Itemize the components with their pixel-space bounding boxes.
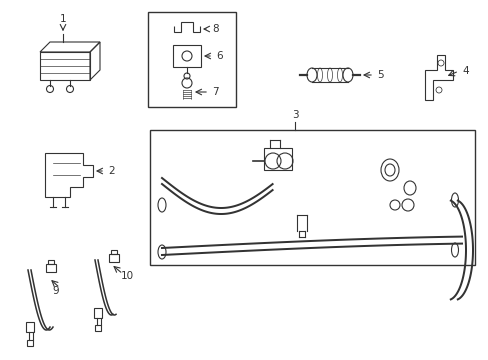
Text: 8: 8 (212, 24, 218, 34)
Text: 1: 1 (60, 14, 66, 24)
Bar (48, 260, 54, 264)
Text: 7: 7 (212, 87, 218, 97)
Bar (150, 130, 474, 265)
Text: 4: 4 (461, 66, 468, 76)
Text: 2: 2 (108, 166, 114, 176)
Text: 3: 3 (291, 110, 298, 120)
Bar (109, 254, 119, 262)
Bar (264, 148, 291, 170)
Text: 5: 5 (376, 70, 383, 80)
Text: 9: 9 (53, 286, 59, 296)
Bar (111, 250, 117, 254)
Bar (173, 45, 201, 67)
Text: 6: 6 (216, 51, 222, 61)
Bar (95, 325, 101, 331)
Text: 10: 10 (121, 271, 134, 281)
Bar (94, 308, 102, 318)
Bar (148, 12, 236, 107)
Bar (46, 264, 56, 272)
Bar (26, 322, 34, 332)
Bar (27, 340, 33, 346)
